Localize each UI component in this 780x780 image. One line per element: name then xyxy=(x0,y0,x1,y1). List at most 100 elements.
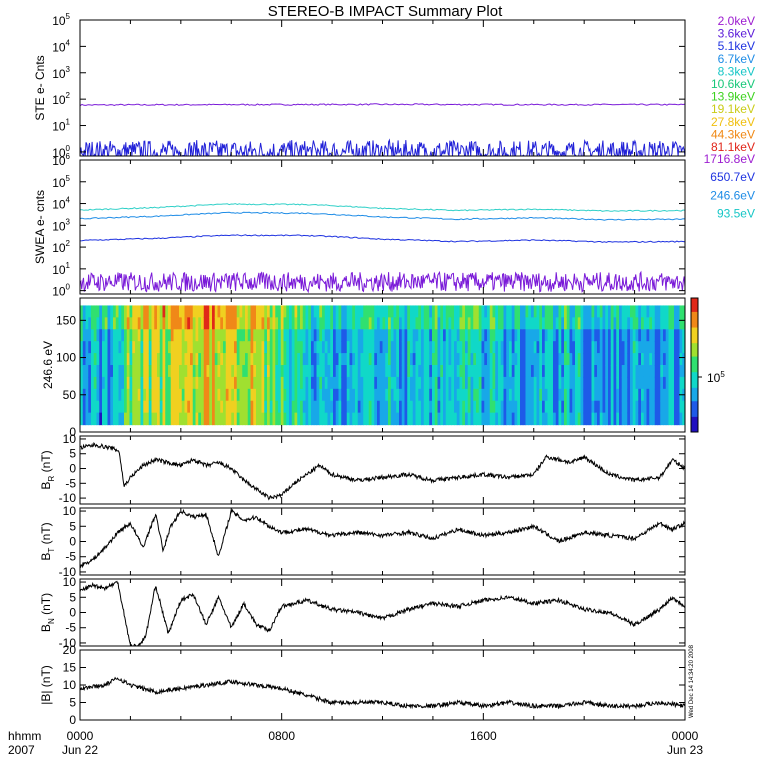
heat-cell xyxy=(278,412,282,426)
heat-cell xyxy=(580,365,584,378)
heat-cell xyxy=(324,365,329,378)
heat-cell xyxy=(198,305,202,318)
heat-cell xyxy=(305,400,309,414)
heat-cell xyxy=(280,353,285,366)
heat-cell xyxy=(467,388,472,402)
heat-cell xyxy=(489,376,494,390)
heat-cell xyxy=(388,329,392,342)
series-line-ste-1 xyxy=(80,138,685,156)
heat-cell xyxy=(374,376,378,390)
heat-cell xyxy=(613,376,617,390)
colorbar-segment xyxy=(691,376,698,379)
heat-cell xyxy=(324,329,329,342)
heat-cell xyxy=(393,341,397,354)
heat-cell xyxy=(586,341,590,354)
heat-cell xyxy=(228,305,232,318)
heat-cell xyxy=(421,329,425,342)
heat-cell xyxy=(280,305,285,318)
heat-cell xyxy=(434,376,439,390)
heat-cell xyxy=(550,317,554,330)
heat-cell xyxy=(476,400,480,414)
legend-entry: 6.7keV xyxy=(718,52,755,66)
heat-cell xyxy=(390,365,395,378)
heat-cell xyxy=(187,365,191,378)
heat-cell xyxy=(531,365,535,378)
heat-cell xyxy=(341,341,345,354)
heat-cell xyxy=(313,365,318,378)
heat-cell xyxy=(346,341,351,354)
heat-cell xyxy=(462,329,466,342)
heat-cell xyxy=(624,400,628,414)
heat-cell xyxy=(473,412,477,426)
heat-cell xyxy=(291,305,296,318)
heat-cell xyxy=(228,388,232,402)
heat-cell xyxy=(363,400,367,414)
heat-cell xyxy=(357,329,362,342)
heat-cell xyxy=(275,365,279,378)
heat-cell xyxy=(542,388,546,402)
heat-cell xyxy=(201,376,205,390)
heat-cell xyxy=(115,388,120,402)
heat-cell xyxy=(503,412,507,426)
heat-cell xyxy=(588,400,593,414)
heat-cell xyxy=(190,353,194,366)
heat-cell xyxy=(404,400,408,414)
heat-cell xyxy=(605,341,609,354)
heat-cell xyxy=(396,341,400,354)
heat-cell xyxy=(624,365,628,378)
heat-cell xyxy=(382,412,386,426)
heat-cell xyxy=(671,317,675,330)
heat-cell xyxy=(599,400,604,414)
heat-cell xyxy=(594,329,598,342)
heat-cell xyxy=(635,412,639,426)
heat-cell xyxy=(506,305,510,318)
heat-cell xyxy=(289,376,293,390)
heat-cell xyxy=(302,388,307,402)
heat-cell xyxy=(454,317,458,330)
heat-cell xyxy=(564,353,568,366)
heat-cell xyxy=(544,365,549,378)
heat-cell xyxy=(610,412,615,426)
heat-cell xyxy=(132,317,136,330)
heat-cell xyxy=(311,341,315,354)
heat-cell xyxy=(242,305,246,318)
heat-cell xyxy=(165,341,169,354)
heat-cell xyxy=(99,400,103,414)
heat-cell xyxy=(96,365,100,378)
heat-cell xyxy=(267,365,271,378)
heat-cell xyxy=(495,412,499,426)
heat-cell xyxy=(393,317,397,330)
heat-cell xyxy=(173,400,177,414)
heat-cell xyxy=(509,365,513,378)
colorbar-segment xyxy=(691,302,698,306)
heat-cell xyxy=(605,412,609,426)
heat-cell xyxy=(132,353,136,366)
heat-cell xyxy=(289,412,293,426)
heat-cell xyxy=(121,353,125,366)
heat-cell xyxy=(522,341,527,354)
heat-cell xyxy=(426,353,430,366)
heat-cell xyxy=(635,365,639,378)
heat-cell xyxy=(85,329,89,342)
heat-cell xyxy=(261,365,265,378)
heat-cell xyxy=(313,376,318,390)
heat-cell xyxy=(258,400,263,414)
heat-cell xyxy=(371,376,375,390)
heat-cell xyxy=(121,329,125,342)
heat-cell xyxy=(566,305,571,318)
heat-cell xyxy=(399,317,403,330)
heat-cell xyxy=(173,329,177,342)
heat-cell xyxy=(434,353,439,366)
heat-cell xyxy=(250,305,254,318)
heat-cell xyxy=(445,376,450,390)
heat-cell xyxy=(437,353,441,366)
heat-cell xyxy=(371,353,375,366)
heat-cell xyxy=(575,317,579,330)
heat-cell xyxy=(192,400,197,414)
heat-cell xyxy=(278,353,282,366)
heat-cell xyxy=(272,341,276,354)
heat-cell xyxy=(608,400,612,414)
heat-cell xyxy=(517,365,521,378)
heat-cell xyxy=(165,400,169,414)
heat-cell xyxy=(558,388,562,402)
